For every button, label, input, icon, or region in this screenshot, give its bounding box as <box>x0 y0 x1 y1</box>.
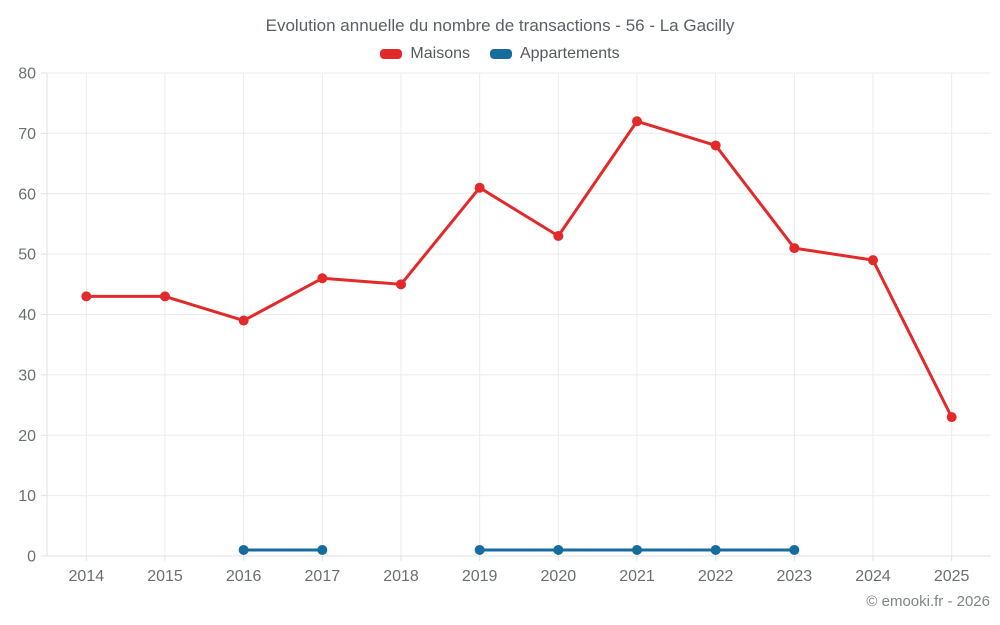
data-point <box>317 273 328 284</box>
x-tick-label: 2025 <box>934 568 970 585</box>
data-point <box>474 544 485 555</box>
x-tick-label: 2024 <box>855 568 891 585</box>
copyright-credit: © emooki.fr - 2026 <box>866 593 990 610</box>
y-tick-label: 20 <box>18 428 36 445</box>
data-point <box>238 315 249 326</box>
y-tick-label: 50 <box>18 247 36 264</box>
axes <box>41 72 991 561</box>
x-tick-label: 2021 <box>619 568 655 585</box>
data-point <box>396 279 406 290</box>
data-point <box>632 544 642 555</box>
data-point <box>789 243 800 254</box>
y-tick-label: 60 <box>18 186 36 203</box>
chart-title: Evolution annuelle du nombre de transact… <box>265 16 735 35</box>
data-point <box>553 231 564 242</box>
data-point <box>710 544 721 555</box>
grid <box>47 72 991 556</box>
y-tick-label: 0 <box>27 549 36 566</box>
x-tick-label: 2019 <box>462 568 498 585</box>
y-tick-label: 40 <box>18 307 36 324</box>
data-point <box>317 544 328 555</box>
data-point <box>868 255 878 266</box>
x-tick-label: 2017 <box>305 568 341 585</box>
data-point <box>474 182 485 193</box>
x-tick-label: 2014 <box>69 568 105 585</box>
axis-labels: 0 10 20 30 40 50 60 70 80 2014 2015 2016 2017 2018 201… <box>18 66 969 586</box>
legend-swatch-appartements <box>489 49 512 59</box>
data-point <box>553 544 564 555</box>
y-tick-label: 30 <box>18 367 36 384</box>
legend-swatch-maisons <box>380 49 403 59</box>
chart-legend: Maisons Appartements <box>0 45 1000 63</box>
y-tick-label: 70 <box>18 126 36 143</box>
x-tick-label: 2020 <box>541 568 577 585</box>
data-point <box>160 291 170 302</box>
data-point <box>81 291 92 302</box>
data-point <box>238 544 249 555</box>
x-tick-label: 2015 <box>147 568 183 585</box>
data-point <box>710 140 721 151</box>
x-tick-label: 2016 <box>226 568 262 585</box>
series-maisons <box>81 116 957 423</box>
data-point <box>789 544 800 555</box>
x-tick-label: 2023 <box>777 568 813 585</box>
x-tick-label: 2022 <box>698 568 734 585</box>
legend-label-maisons: Maisons <box>410 45 470 62</box>
x-tick-label: 2018 <box>383 568 419 585</box>
series-appartements <box>238 544 800 555</box>
legend-item-appartements[interactable]: Appartements <box>489 45 620 63</box>
data-point <box>632 116 642 127</box>
y-tick-label: 80 <box>18 66 36 83</box>
legend-label-appartements: Appartements <box>519 45 620 62</box>
data-point <box>946 412 957 423</box>
legend-item-maisons[interactable]: Maisons <box>380 45 470 63</box>
y-tick-label: 10 <box>18 488 36 505</box>
